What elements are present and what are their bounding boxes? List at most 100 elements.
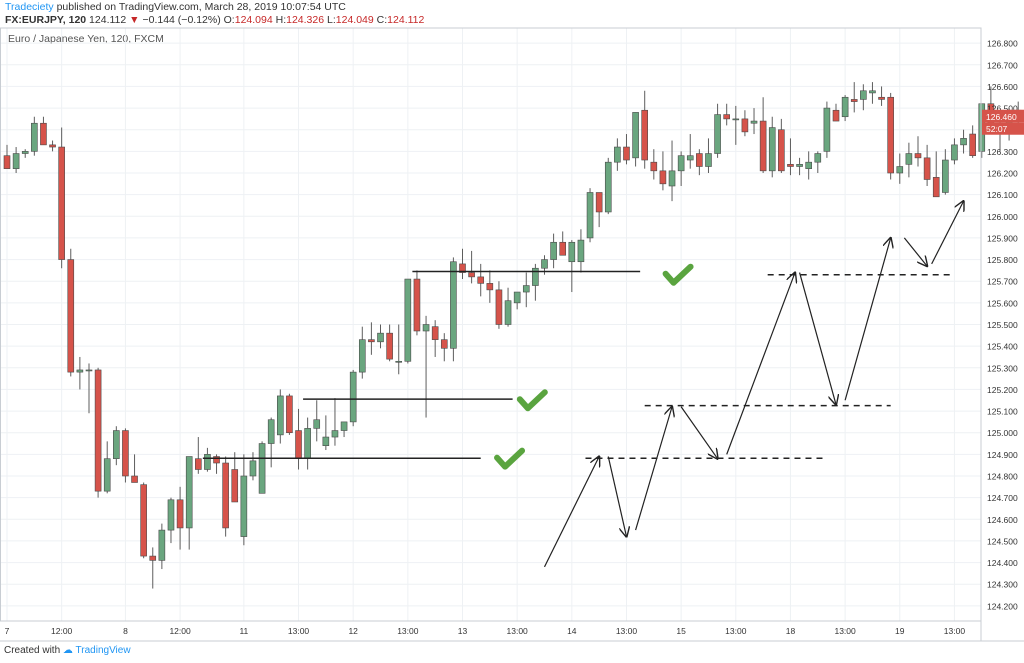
- candle-body: [586, 192, 594, 239]
- candle-body: [641, 109, 649, 161]
- candle-body: [504, 300, 512, 325]
- y-tick-label: 124.900: [987, 450, 1018, 460]
- candle-body: [878, 96, 885, 100]
- candle-body: [614, 146, 621, 163]
- candle-body: [477, 276, 485, 284]
- candle-body: [358, 339, 366, 373]
- y-tick-label: 126.600: [987, 82, 1018, 92]
- y-tick-label: 125.400: [987, 342, 1018, 352]
- candle-body: [431, 326, 439, 340]
- y-tick-label: 126.100: [987, 190, 1018, 200]
- candle-body: [340, 421, 348, 431]
- y-tick-label: 124.400: [987, 558, 1018, 568]
- x-tick-label: 13:00: [616, 626, 638, 636]
- x-tick-label: 13:00: [507, 626, 529, 636]
- candle-body: [40, 122, 47, 146]
- chart-header: Tradeciety published on TradingView.com,…: [0, 0, 1024, 26]
- candle-body: [31, 122, 38, 152]
- candle-body: [249, 460, 257, 477]
- candle-body: [923, 157, 931, 180]
- candle-body: [49, 144, 56, 148]
- candle-body: [295, 430, 302, 459]
- tradingview-brand[interactable]: TradingView: [75, 645, 131, 656]
- price-path-arrow: [607, 456, 626, 537]
- x-tick-label: 12:00: [51, 626, 73, 636]
- author-link[interactable]: Tradeciety: [5, 1, 54, 13]
- x-tick-label: 13: [458, 626, 468, 636]
- candle-body: [951, 144, 958, 161]
- low-label: L:: [327, 14, 336, 26]
- candle-body: [860, 90, 867, 100]
- candle-body: [276, 395, 284, 436]
- candle-body: [522, 285, 530, 293]
- y-tick-label: 126.300: [987, 147, 1018, 157]
- open-value: 124.094: [234, 14, 273, 26]
- candle-body: [231, 469, 239, 503]
- candle-body: [368, 339, 375, 343]
- created-with-text: Created with: [4, 645, 61, 656]
- y-tick-label: 125.300: [987, 363, 1018, 373]
- axes: 124.200 124.300 124.400 124.500 124.600 124.7…: [0, 27, 1024, 642]
- candle-body: [113, 430, 120, 459]
- x-tick-label: 7: [5, 626, 10, 636]
- x-tick-label: 12: [348, 626, 358, 636]
- checkmark-icon: [494, 447, 526, 470]
- low-value: 124.049: [335, 14, 374, 26]
- candle-body: [696, 153, 703, 167]
- candle-body: [267, 419, 275, 444]
- candle-body: [887, 96, 894, 174]
- chart-title: Euro / Japanese Yen, 120, FXCM: [8, 33, 164, 45]
- candle-body: [349, 371, 357, 423]
- candle-body: [814, 153, 822, 163]
- tradingview-logo-icon: ☁: [62, 645, 73, 656]
- candle-body: [3, 155, 11, 169]
- price-path-arrow: [543, 457, 599, 568]
- change-arrow-icon: ▼: [129, 14, 140, 26]
- candle-body: [796, 164, 803, 167]
- candle-body: [195, 458, 202, 470]
- grid: [0, 28, 981, 621]
- y-tick-label: 126.200: [987, 169, 1018, 179]
- candle-body: [58, 146, 65, 260]
- candle-body: [258, 443, 266, 494]
- y-tick-label: 124.500: [987, 536, 1018, 546]
- y-tick-label: 125.600: [987, 298, 1018, 308]
- candle-body: [486, 283, 494, 291]
- candle-body: [513, 291, 521, 304]
- price-path-arrow: [726, 273, 795, 455]
- price-path-arrow: [903, 237, 927, 266]
- candle-body: [140, 484, 147, 557]
- y-tick-label: 124.300: [987, 580, 1018, 590]
- candle-body: [750, 120, 758, 124]
- price-path-arrow: [680, 406, 717, 459]
- candle-body: [632, 112, 639, 159]
- candle-body: [176, 499, 184, 529]
- x-tick-label: 11: [239, 626, 248, 636]
- y-tick-label: 125.500: [987, 320, 1018, 330]
- candle-body: [331, 430, 339, 438]
- y-tick-label: 125.800: [987, 255, 1018, 265]
- x-tick-label: 18: [786, 626, 796, 636]
- candle-body: [741, 118, 749, 133]
- candle-body: [103, 458, 111, 492]
- candle-body: [158, 529, 166, 561]
- candle-body: [395, 360, 403, 363]
- candle-body: [823, 107, 831, 152]
- candle-body: [768, 127, 776, 172]
- x-tick-label: 13:00: [725, 626, 747, 636]
- candle-body: [386, 332, 393, 360]
- candle-body: [21, 151, 29, 154]
- y-tick-label: 125.200: [987, 385, 1018, 395]
- candle-body: [377, 332, 384, 343]
- candle-body: [149, 555, 157, 561]
- x-tick-label: 19: [895, 626, 905, 636]
- last-price: 124.112: [89, 14, 127, 26]
- current-price-label: 126.460: [986, 112, 1017, 122]
- x-tick-label: 12:00: [169, 626, 191, 636]
- candle-body: [404, 278, 412, 362]
- close-label: C:: [376, 14, 388, 26]
- candle-body: [787, 164, 794, 167]
- candle-body: [213, 456, 220, 464]
- price-path-arrow: [844, 238, 891, 401]
